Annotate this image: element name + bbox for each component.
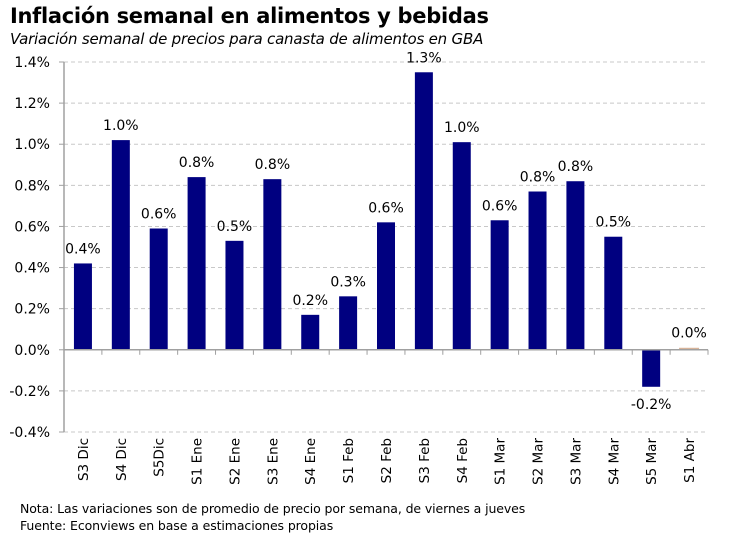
data-label: 1.0% [103,118,139,134]
x-tick-label: S5Dic [152,438,168,477]
axes [59,61,709,433]
x-tick-label: S3 Ene [265,438,281,485]
x-tick-label: S3 Feb [417,438,433,483]
data-label: 0.8% [179,155,215,171]
bar [149,228,168,350]
bar [301,314,320,350]
footnote-source: Fuente: Econviews en base a estimaciones… [20,518,334,533]
chart-subtitle: Variación semanal de precios para canast… [10,30,484,48]
x-tick-label: S4 Feb [455,438,471,483]
x-tick-label: S1 Mar [493,438,509,485]
data-label: 0.6% [482,198,518,214]
x-tick-label: S1 Feb [341,438,357,483]
x-tick-label: S1 Abr [682,438,698,483]
bar [263,179,282,350]
x-tick-label: S3 Mar [568,438,584,485]
bar [73,263,92,350]
bar [339,296,358,350]
labels: -0.4%-0.2%0.0%0.2%0.4%0.6%0.8%1.0%1.2%1.… [9,50,706,485]
x-tick-label: S5 Mar [644,438,660,485]
data-label: 0.6% [141,207,177,223]
data-label: 0.8% [558,159,594,175]
bar [414,72,433,350]
y-tick-label: 0.4% [14,261,50,277]
bar [490,220,509,350]
x-tick-label: S4 Ene [303,438,319,485]
y-tick-label: 0.2% [14,302,50,318]
data-label: 0.0% [671,326,707,342]
y-tick-label: -0.4% [9,425,50,441]
data-label: 0.4% [65,241,101,257]
bar [528,191,547,350]
bar [187,177,206,350]
data-label: 0.5% [596,215,632,231]
chart-title: Inflación semanal en alimentos y bebidas [10,4,489,28]
bar [111,140,130,350]
y-tick-label: 1.0% [14,137,50,153]
bar [566,181,585,350]
bar [604,236,623,350]
bar [225,240,244,350]
x-tick-label: S1 Ene [190,438,206,485]
y-tick-label: 1.2% [14,96,50,112]
x-tick-label: S2 Ene [227,438,243,485]
bars [73,72,700,387]
bar [452,142,471,350]
data-label: 1.0% [444,120,480,136]
y-tick-label: -0.2% [9,384,50,400]
y-tick-label: 0.8% [14,178,50,194]
data-label: 0.8% [520,170,556,186]
data-label: 0.3% [330,274,366,290]
bar [679,347,700,350]
x-tick-label: S2 Mar [531,438,547,485]
x-tick-label: S2 Feb [379,438,395,483]
x-tick-label: S3 Dic [76,438,92,481]
x-tick-label: S4 Mar [606,438,622,485]
x-tick-label: S4 Dic [114,438,130,481]
footnote-note: Nota: Las variaciones son de promedio de… [20,501,526,516]
data-label: 1.3% [406,50,442,66]
y-tick-label: 0.6% [14,219,50,235]
y-tick-label: 1.4% [14,55,50,71]
bar [377,222,395,350]
data-label: 0.2% [292,293,328,309]
y-tick-label: 0.0% [14,343,50,359]
bar [642,349,661,387]
data-label: -0.2% [631,397,672,413]
data-label: 0.6% [368,200,404,216]
data-label: 0.5% [217,219,253,235]
data-label: 0.8% [255,157,291,173]
